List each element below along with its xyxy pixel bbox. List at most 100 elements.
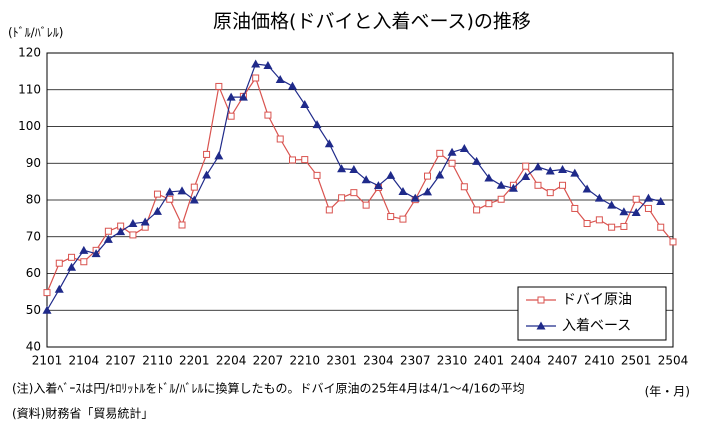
y-tick-label: 110 [18, 82, 41, 96]
marker [215, 82, 223, 90]
marker [189, 195, 199, 204]
marker [620, 222, 628, 230]
marker [644, 204, 652, 212]
marker [350, 189, 358, 197]
marker [337, 164, 347, 173]
marker [91, 249, 101, 258]
marker [424, 172, 432, 180]
marker [386, 170, 396, 179]
marker [521, 171, 531, 180]
x-tick-label: 2304 [363, 354, 394, 368]
marker [166, 195, 174, 203]
marker [324, 139, 334, 148]
marker [657, 223, 665, 231]
x-tick-label: 2307 [400, 354, 431, 368]
marker [312, 120, 322, 129]
marker [67, 262, 77, 271]
marker [436, 149, 444, 157]
marker [632, 195, 640, 203]
x-tick-label: 2410 [584, 354, 615, 368]
marker [472, 156, 482, 165]
marker [178, 221, 186, 229]
chart-title: 原油価格(ドバイと入着ベース)の推移 [213, 11, 531, 33]
x-tick-label: 2301 [326, 354, 357, 368]
legend-label: ドバイ原油 [562, 292, 632, 308]
marker [656, 196, 666, 205]
marker [607, 200, 617, 209]
marker [313, 171, 321, 179]
marker [300, 99, 310, 108]
marker [203, 150, 211, 158]
marker [251, 59, 261, 68]
marker [104, 227, 112, 235]
marker [534, 181, 542, 189]
marker [595, 216, 603, 224]
series-line [46, 76, 674, 293]
marker [582, 184, 592, 193]
marker [669, 238, 677, 246]
y-tick-label: 50 [26, 303, 41, 317]
x-tick-label: 2201 [179, 354, 210, 368]
marker [226, 92, 236, 101]
marker [288, 156, 296, 164]
marker [473, 206, 481, 214]
x-tick-label: 2404 [510, 354, 541, 368]
marker [264, 111, 272, 119]
marker [338, 194, 346, 202]
marker [116, 227, 126, 236]
marker [545, 166, 555, 175]
marker [202, 170, 212, 179]
marker [165, 187, 175, 196]
x-tick-label: 2104 [69, 354, 100, 368]
marker [325, 206, 333, 214]
marker [484, 173, 494, 182]
marker [546, 189, 554, 197]
marker [227, 112, 235, 120]
marker [275, 74, 285, 83]
marker [558, 164, 568, 173]
marker [460, 183, 468, 191]
x-tick-label: 2110 [142, 354, 173, 368]
marker [485, 200, 493, 208]
x-tick-label: 2401 [474, 354, 505, 368]
marker [631, 207, 641, 216]
y-tick-label: 60 [26, 266, 41, 280]
note: (注)入着ﾍﾞｰｽは円/ｷﾛﾘｯﾄﾙをﾄﾞﾙ/ﾊﾞﾚﾙに換算したもの。ドバイ原油… [12, 381, 525, 396]
marker [583, 220, 591, 228]
marker [594, 193, 604, 202]
x-tick-label: 2310 [437, 354, 468, 368]
marker [103, 234, 113, 243]
marker [608, 223, 616, 231]
marker [559, 181, 567, 189]
legend-marker [536, 321, 546, 330]
marker [522, 162, 530, 170]
marker [54, 284, 64, 293]
y-tick-label: 100 [18, 119, 41, 133]
marker [423, 187, 433, 196]
marker [68, 253, 76, 261]
x-tick-label: 2101 [32, 354, 63, 368]
marker [398, 187, 408, 196]
marker [153, 190, 161, 198]
legend-box [517, 286, 667, 341]
marker [497, 195, 505, 203]
marker [448, 159, 456, 167]
marker [177, 186, 187, 195]
marker [42, 305, 52, 314]
marker [287, 81, 297, 90]
marker [643, 193, 653, 202]
x-tick-label: 2207 [253, 354, 284, 368]
marker [361, 175, 371, 184]
marker [410, 193, 420, 202]
marker [128, 219, 138, 228]
plot-frame [46, 52, 674, 348]
marker [399, 215, 407, 223]
y-axis-label: (ﾄﾞﾙ/ﾊﾞﾚﾙ) [8, 26, 63, 40]
marker [459, 144, 469, 153]
legend-label: 入着ベース [562, 318, 631, 334]
y-tick-label: 70 [26, 229, 41, 243]
y-tick-label: 80 [26, 193, 41, 207]
marker [619, 207, 629, 216]
marker [349, 164, 359, 173]
